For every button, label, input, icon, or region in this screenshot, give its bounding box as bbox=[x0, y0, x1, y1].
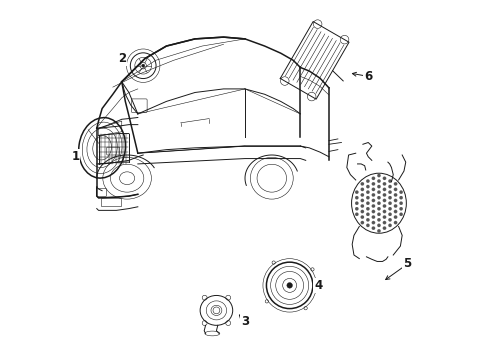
Circle shape bbox=[399, 212, 403, 216]
Circle shape bbox=[388, 196, 392, 199]
Circle shape bbox=[394, 182, 397, 185]
Circle shape bbox=[366, 224, 369, 227]
Circle shape bbox=[372, 221, 375, 224]
Circle shape bbox=[394, 193, 397, 197]
Text: 3: 3 bbox=[241, 315, 249, 328]
Circle shape bbox=[361, 193, 364, 197]
Circle shape bbox=[377, 196, 381, 199]
Circle shape bbox=[388, 185, 392, 188]
Text: 5: 5 bbox=[403, 257, 412, 270]
Circle shape bbox=[377, 207, 381, 211]
Circle shape bbox=[399, 196, 403, 199]
Circle shape bbox=[388, 179, 392, 183]
Circle shape bbox=[372, 215, 375, 219]
Circle shape bbox=[372, 204, 375, 208]
Circle shape bbox=[366, 185, 369, 188]
Circle shape bbox=[366, 190, 369, 194]
Circle shape bbox=[366, 179, 369, 183]
Ellipse shape bbox=[352, 173, 406, 233]
Circle shape bbox=[366, 196, 369, 199]
Circle shape bbox=[361, 182, 364, 185]
Circle shape bbox=[383, 182, 386, 185]
Circle shape bbox=[372, 199, 375, 202]
Circle shape bbox=[377, 179, 381, 183]
Circle shape bbox=[394, 204, 397, 208]
Circle shape bbox=[372, 177, 375, 180]
Circle shape bbox=[394, 215, 397, 219]
Circle shape bbox=[361, 210, 364, 213]
Circle shape bbox=[361, 204, 364, 208]
Circle shape bbox=[355, 196, 359, 199]
Circle shape bbox=[383, 226, 386, 230]
Circle shape bbox=[366, 218, 369, 221]
Circle shape bbox=[377, 190, 381, 194]
Circle shape bbox=[388, 218, 392, 221]
Circle shape bbox=[377, 202, 381, 205]
Circle shape bbox=[383, 188, 386, 191]
Circle shape bbox=[355, 212, 359, 216]
Circle shape bbox=[377, 224, 381, 227]
Circle shape bbox=[383, 210, 386, 213]
Circle shape bbox=[355, 190, 359, 194]
Circle shape bbox=[372, 188, 375, 191]
Circle shape bbox=[394, 199, 397, 202]
Circle shape bbox=[283, 278, 296, 292]
Text: 1: 1 bbox=[71, 150, 79, 163]
Circle shape bbox=[377, 212, 381, 216]
Circle shape bbox=[383, 199, 386, 202]
Circle shape bbox=[377, 218, 381, 221]
Text: 4: 4 bbox=[314, 279, 322, 292]
Circle shape bbox=[142, 64, 145, 67]
Circle shape bbox=[377, 229, 381, 233]
Circle shape bbox=[287, 283, 293, 288]
Text: 6: 6 bbox=[364, 70, 372, 83]
Circle shape bbox=[366, 212, 369, 216]
Circle shape bbox=[372, 182, 375, 185]
Circle shape bbox=[388, 190, 392, 194]
Circle shape bbox=[355, 202, 359, 205]
Circle shape bbox=[388, 212, 392, 216]
Circle shape bbox=[383, 193, 386, 197]
Circle shape bbox=[361, 199, 364, 202]
Circle shape bbox=[383, 221, 386, 224]
Circle shape bbox=[388, 207, 392, 211]
Text: 2: 2 bbox=[118, 52, 126, 65]
Circle shape bbox=[213, 307, 220, 314]
Circle shape bbox=[361, 188, 364, 191]
Circle shape bbox=[361, 215, 364, 219]
Circle shape bbox=[383, 177, 386, 180]
Circle shape bbox=[394, 188, 397, 191]
Circle shape bbox=[366, 207, 369, 211]
Circle shape bbox=[383, 204, 386, 208]
Circle shape bbox=[399, 190, 403, 194]
Circle shape bbox=[399, 207, 403, 211]
Circle shape bbox=[355, 207, 359, 211]
Circle shape bbox=[388, 224, 392, 227]
Circle shape bbox=[361, 221, 364, 224]
Circle shape bbox=[377, 174, 381, 177]
Circle shape bbox=[372, 193, 375, 197]
Circle shape bbox=[383, 215, 386, 219]
Circle shape bbox=[399, 202, 403, 205]
Circle shape bbox=[394, 210, 397, 213]
Circle shape bbox=[394, 221, 397, 224]
Circle shape bbox=[140, 63, 147, 69]
Circle shape bbox=[377, 185, 381, 188]
Circle shape bbox=[372, 210, 375, 213]
Circle shape bbox=[366, 202, 369, 205]
Circle shape bbox=[372, 226, 375, 230]
Circle shape bbox=[388, 202, 392, 205]
